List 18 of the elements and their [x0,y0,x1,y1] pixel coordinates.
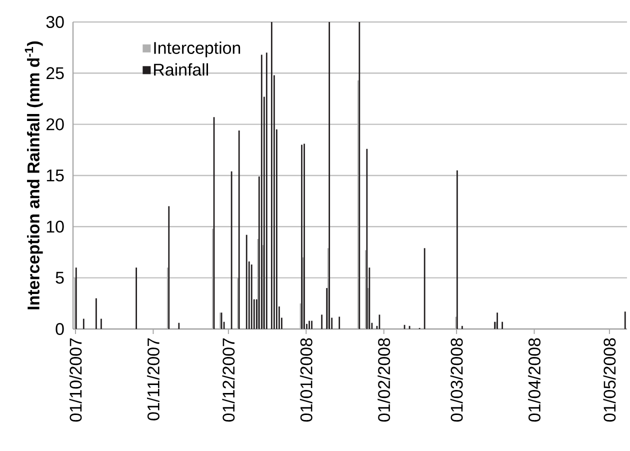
x-tick-label: 01/01/2008 [300,338,312,422]
x-tick-label: 01/11/2007 [147,338,160,420]
y-tick-label: 0 [56,322,64,335]
y-tick-label: 10 [46,220,64,233]
x-tick-label: 01/04/2008 [528,338,540,422]
y-tick-label: 30 [46,16,64,28]
legend-label: Interception [154,42,240,58]
x-tick-label: 01/05/2008 [603,338,616,422]
x-tick-label: 01/12/2007 [222,338,235,422]
y-tick-label: 5 [56,272,64,284]
legend-label: Rainfall [154,63,208,76]
y-tick-label: 25 [46,67,64,80]
x-tick-label: 01/10/2007 [69,338,82,422]
y-tick-label: 20 [46,118,64,130]
x-tick-label: 01/03/2008 [450,338,463,422]
x-tick-label: 01/02/2008 [378,338,390,422]
y-axis-title: Interception and Rainfall (mm d$^{-1}$) [24,41,43,310]
y-tick-label: 15 [46,170,64,182]
